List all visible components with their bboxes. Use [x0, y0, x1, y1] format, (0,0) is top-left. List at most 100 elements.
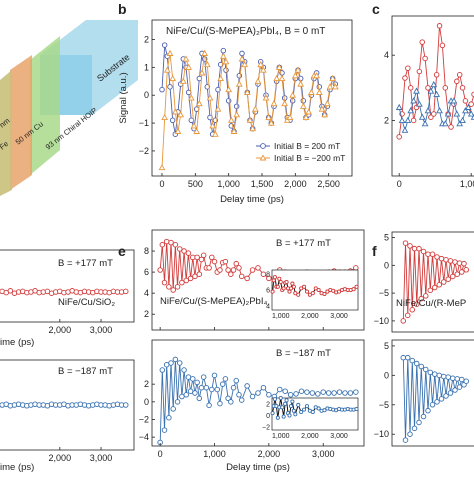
data-point-b-1 [273, 74, 281, 82]
data-point-e-bottom-0 [238, 397, 245, 403]
data-point-f-top-0 [461, 260, 467, 267]
data-point-f-bottom-0 [459, 376, 465, 383]
data-point-e-top-0 [211, 258, 218, 265]
data-point-e-bottom-0 [211, 372, 218, 379]
data-point-b-1 [158, 164, 166, 171]
panel-d-bottom-frame [0, 359, 135, 451]
data-point-e-bottom-0 [230, 384, 237, 391]
inset-point-e-bottom [304, 404, 310, 409]
data-point-b-0 [300, 98, 307, 104]
data-point-f-top-0 [443, 257, 449, 263]
data-point-f-top-0 [432, 284, 438, 291]
data-point-b-1 [238, 55, 246, 62]
inset-point-e-bottom [322, 408, 327, 413]
data-point-b-1 [331, 83, 339, 90]
y-tick-label-f-top: 0 [384, 260, 389, 270]
data-point-c-1 [421, 120, 429, 127]
data-point-e-bottom-0 [236, 392, 242, 398]
data-point-c-0 [425, 85, 431, 91]
data-point-b-1 [219, 52, 227, 59]
data-point-f-top-0 [438, 255, 445, 262]
data-point-b-1 [243, 88, 251, 95]
schematic-label-nm: nm [0, 116, 11, 130]
data-point-b-1 [217, 74, 225, 82]
schematic-label-fe: Fe [0, 139, 10, 151]
data-point-c-0 [456, 72, 463, 78]
data-point-f-bottom-0 [425, 407, 431, 414]
data-point-e-top-0 [185, 250, 192, 256]
y-tick-label-f-bottom: −10 [374, 429, 389, 439]
data-point-f-bottom-0 [416, 419, 422, 426]
data-point-f-top-0 [441, 279, 447, 285]
inset-point-e-bottom [281, 414, 286, 419]
data-point-b-1 [235, 80, 243, 87]
data-point-e-bottom-0 [176, 360, 183, 366]
inset-point-e-top [293, 291, 298, 296]
data-point-b-1 [225, 86, 233, 93]
inset-point-e-bottom [288, 404, 293, 409]
inset-point-e-top [310, 291, 315, 296]
data-point-b-0 [159, 86, 165, 93]
data-point-e-top-0 [353, 265, 359, 271]
data-point-c-1 [416, 100, 423, 107]
data-point-e-bottom-0 [219, 381, 226, 387]
data-point-f-top-0 [447, 258, 454, 264]
data-point-e-top-0 [206, 265, 212, 271]
data-point-e-top-0 [168, 239, 174, 246]
series-line-c-0 [398, 25, 474, 137]
data-point-b-1 [227, 116, 235, 123]
data-point-c-1 [441, 120, 449, 127]
data-point-c-1 [433, 90, 440, 97]
data-point-b-1 [171, 108, 179, 115]
data-point-b-0 [215, 86, 221, 93]
inset-point-e-top [288, 286, 293, 291]
inset-x-tick-label-e-top: 1,000 [272, 313, 290, 320]
data-point-f-bottom-0 [407, 431, 413, 437]
data-point-e-top-0 [174, 284, 181, 290]
data-point-f-top-0 [459, 269, 465, 275]
x-tick-label-b: 500 [188, 179, 203, 189]
data-point-e-top-0 [170, 287, 176, 293]
data-point-b-1 [299, 102, 307, 109]
data-point-b-1 [329, 74, 337, 82]
data-point-e-bottom-0 [287, 392, 294, 398]
panel-c-frame [391, 15, 474, 177]
panel-b: NiFe/Cu/(S-MePEA)₂PbI₄, B = 0 mT Signal … [118, 19, 353, 205]
panel-f-top-sample: NiFe/Cu/(R-MeP [396, 298, 466, 309]
y-tick-label-e-bottom: −4 [139, 432, 149, 442]
inset-point-e-top [322, 291, 327, 297]
x-tick-label-b: 1,000 [217, 179, 240, 189]
axis-ticks: 05001,0001,5002,0002,500−2−101201,000242… [49, 35, 474, 464]
y-tick-label-f-top: −5 [379, 288, 389, 298]
data-point-b-1 [281, 99, 289, 107]
x-tick-label-d-bottom: 2,000 [49, 453, 72, 463]
data-point-e-bottom-0 [304, 389, 310, 395]
panel-d-bottom-field: B = −187 mT [58, 366, 113, 377]
panel-e-bottom-marks [157, 356, 359, 446]
data-point-c-1 [398, 116, 406, 124]
data-point-c-0 [410, 117, 417, 124]
data-point-e-top-0 [236, 265, 242, 271]
data-point-b-1 [307, 88, 315, 95]
inset-point-e-top [278, 279, 283, 285]
data-point-b-0 [220, 47, 227, 54]
data-point-e-top-0 [266, 275, 272, 282]
panel-d-top-frame [0, 249, 135, 323]
data-point-e-bottom-0 [293, 391, 299, 397]
y-tick-label-c: 2 [384, 115, 389, 125]
data-point-c-0 [462, 98, 469, 104]
panel-b-marks [158, 42, 339, 171]
x-tick-label-c: 0 [397, 179, 402, 189]
data-point-b-1 [166, 49, 174, 56]
data-point-c-0 [422, 55, 428, 62]
y-tick-label-b: 1 [144, 62, 149, 72]
inset-point-e-top [302, 284, 307, 289]
data-point-f-bottom-0 [423, 366, 429, 373]
inset-point-e-bottom [290, 399, 295, 404]
data-point-e-top-0 [192, 273, 198, 280]
data-point-e-bottom-0 [309, 390, 316, 396]
data-point-f-top-0 [402, 240, 409, 246]
data-point-f-bottom-0 [427, 369, 434, 376]
panel-d-top-sample: NiFe/Cu/SiO₂ [58, 297, 115, 308]
inset-point-e-bottom [302, 407, 307, 412]
